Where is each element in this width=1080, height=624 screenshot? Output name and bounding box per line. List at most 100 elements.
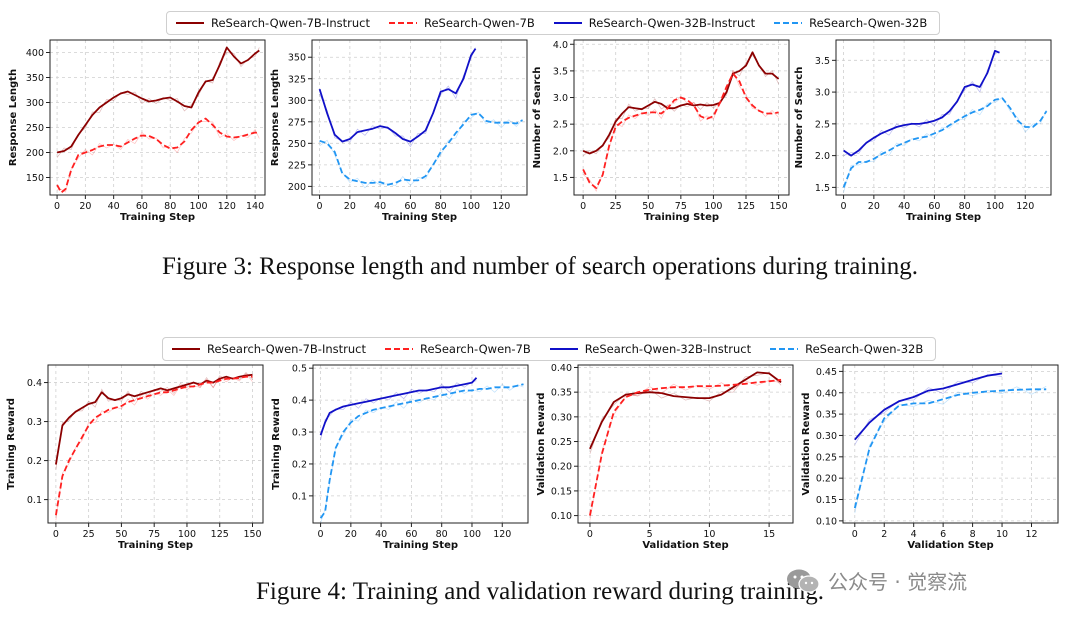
x-tick-label: 80 xyxy=(436,529,448,540)
y-tick-label: 400 xyxy=(26,48,44,59)
y-tick-label: 0.20 xyxy=(551,462,572,473)
y-tick-label: 2.0 xyxy=(815,151,830,162)
chart-f3a: 0 20 40 60 80 100 120 140 150 200 250 300 350 400 Trai… xyxy=(8,39,266,223)
y-tick-label: 0.1 xyxy=(292,491,307,502)
y-tick-label: 0.4 xyxy=(292,396,307,407)
legend-label: ReSearch-Qwen-7B xyxy=(423,16,535,30)
y-tick-label: 0.10 xyxy=(551,511,572,522)
y-tick-label: 3.0 xyxy=(815,88,830,99)
series-line xyxy=(582,72,779,190)
y-tick-label: 2.5 xyxy=(553,120,568,131)
chart-f3d: 0 20 40 60 80 100 120 1.5 2.0 2.5 3.0 3.5 Training S… xyxy=(794,39,1052,223)
x-tick-label: 75 xyxy=(675,201,687,212)
series-line xyxy=(853,388,1047,509)
y-axis-label: Number of Search xyxy=(794,67,805,169)
y-tick-label: 150 xyxy=(26,173,44,184)
x-tick-label: 125 xyxy=(737,201,755,212)
figure4-legend: ReSearch-Qwen-7B-Instruct ReSearch-Qwen-7… xyxy=(162,337,937,361)
legend-label: ReSearch-Qwen-7B xyxy=(419,342,531,356)
y-tick-label: 225 xyxy=(288,160,306,171)
y-axis-label: Training Reward xyxy=(6,398,17,490)
legend-swatch xyxy=(384,348,413,350)
plot-frame xyxy=(835,39,1052,196)
y-tick-label: 0.3 xyxy=(27,417,42,428)
x-axis-label: Training Step xyxy=(383,540,458,551)
figure3-legend-item: ReSearch-Qwen-7B xyxy=(388,16,535,30)
x-tick-label: 120 xyxy=(493,529,511,540)
x-tick-label: 100 xyxy=(463,529,481,540)
y-tick-label: 1.5 xyxy=(553,173,568,184)
x-tick-label: 40 xyxy=(898,201,910,212)
legend-swatch xyxy=(553,22,582,24)
y-tick-label: 0.30 xyxy=(816,431,837,442)
series-line xyxy=(582,51,780,155)
series-line xyxy=(56,117,260,194)
legend-swatch xyxy=(176,22,204,24)
x-tick-label: 40 xyxy=(374,201,386,212)
x-tick-label: 60 xyxy=(928,201,940,212)
y-tick-label: 0.40 xyxy=(551,363,572,374)
y-tick-label: 300 xyxy=(26,98,44,109)
watermark-text: 公众号 · 觉察流 xyxy=(828,570,968,594)
x-tick-label: 25 xyxy=(610,201,622,212)
y-tick-label: 3.0 xyxy=(553,93,568,104)
series-line xyxy=(318,48,477,143)
x-tick-label: 0 xyxy=(53,529,59,540)
x-tick-label: 75 xyxy=(148,529,160,540)
y-tick-label: 0.1 xyxy=(27,495,42,506)
series-raw-line xyxy=(56,47,260,158)
x-tick-label: 60 xyxy=(404,201,416,212)
series-line xyxy=(589,378,782,516)
legend-swatch xyxy=(549,348,578,350)
series-line xyxy=(843,49,1000,157)
x-tick-label: 0 xyxy=(318,529,324,540)
legend-swatch xyxy=(774,22,803,24)
x-tick-label: 40 xyxy=(375,529,387,540)
plot-frame xyxy=(312,364,529,524)
legend-label: ReSearch-Qwen-7B-Instruct xyxy=(211,16,370,30)
series-line xyxy=(842,97,1048,188)
x-tick-label: 60 xyxy=(136,201,148,212)
x-tick-label: 0 xyxy=(54,201,60,212)
series-raw-line xyxy=(582,54,779,157)
y-tick-label: 2.0 xyxy=(553,146,568,157)
y-tick-label: 0.15 xyxy=(816,495,837,506)
x-tick-label: 100 xyxy=(189,201,207,212)
x-axis-label: Training Step xyxy=(906,212,981,223)
x-tick-label: 20 xyxy=(344,201,356,212)
y-axis-label: Validation Reward xyxy=(801,393,812,496)
x-tick-label: 40 xyxy=(108,201,120,212)
plot-frame xyxy=(577,364,794,524)
x-axis-label: Validation Step xyxy=(642,540,728,551)
x-tick-label: 120 xyxy=(1016,201,1034,212)
y-axis-label: Response Length xyxy=(270,69,281,166)
series-raw-line xyxy=(589,379,782,521)
x-axis-label: Validation Step xyxy=(907,540,993,551)
figure3-legend: ReSearch-Qwen-7B-Instruct ReSearch-Qwen-7… xyxy=(166,11,941,35)
x-axis-label: Training Step xyxy=(644,212,719,223)
x-tick-label: 80 xyxy=(435,201,447,212)
watermark: 公众号 · 觉察流 xyxy=(786,566,967,595)
chart-f4c: 0 5 10 15 0.10 0.15 0.20 0.25 0.30 0.35 0.40 Valida… xyxy=(536,363,794,551)
x-tick-label: 150 xyxy=(770,201,788,212)
y-axis-label: Response Length xyxy=(8,69,19,166)
series-raw-line xyxy=(57,121,260,193)
series-raw-line xyxy=(55,371,253,470)
x-tick-label: 125 xyxy=(211,529,229,540)
chart-f3c: 0 25 50 75 100 125 150 1.5 2.0 2.5 3.0 3.5 4.0 Traini… xyxy=(532,39,790,223)
x-tick-label: 12 xyxy=(1025,529,1037,540)
y-tick-label: 4.0 xyxy=(553,40,568,51)
y-tick-label: 0.25 xyxy=(551,437,572,448)
series-raw-line xyxy=(319,47,476,148)
x-tick-label: 0 xyxy=(841,201,847,212)
figure4-legend-item: ReSearch-Qwen-32B-Instruct xyxy=(549,342,751,356)
x-tick-label: 8 xyxy=(970,529,976,540)
x-tick-label: 10 xyxy=(703,529,715,540)
y-tick-label: 275 xyxy=(288,117,306,128)
y-tick-label: 0.2 xyxy=(292,459,307,470)
plot-frame xyxy=(47,364,264,524)
legend-swatch xyxy=(388,22,417,24)
series-raw-line xyxy=(320,380,477,441)
x-axis-label: Training Step xyxy=(118,540,193,551)
